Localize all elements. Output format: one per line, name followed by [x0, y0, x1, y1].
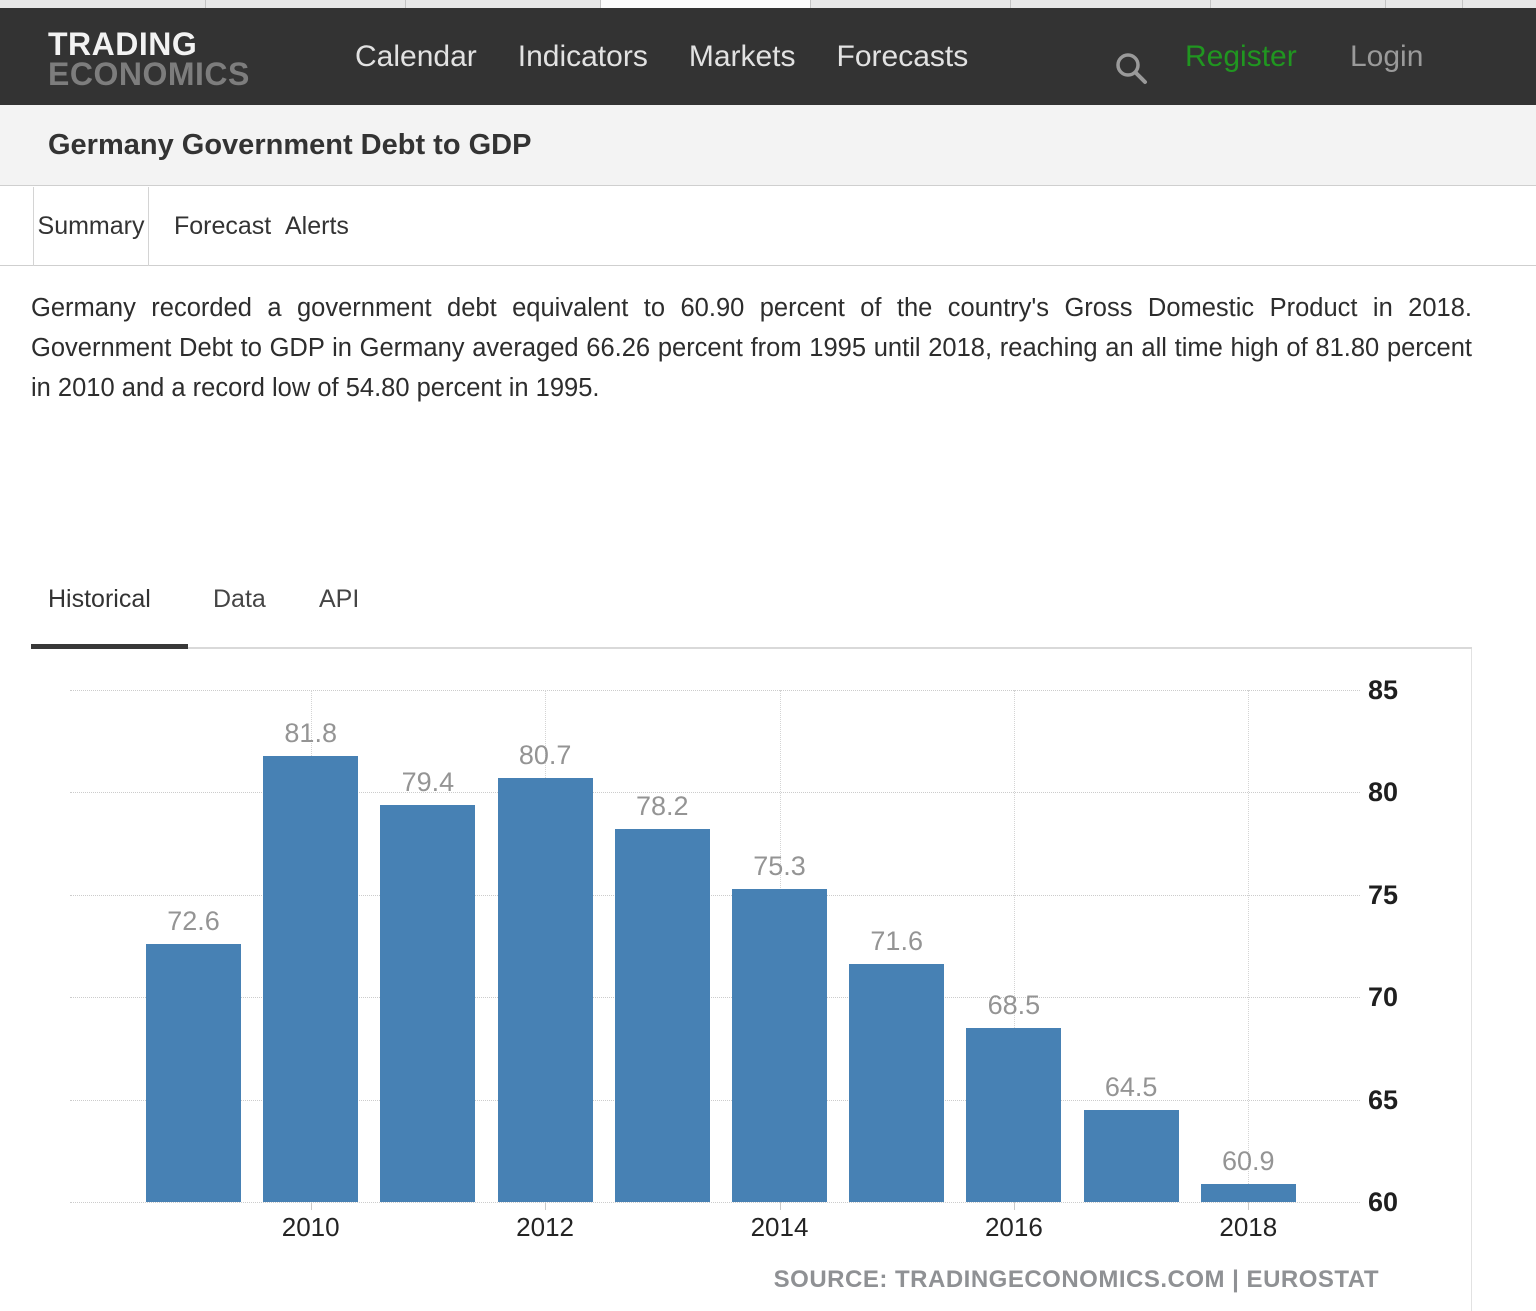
tab-historical[interactable]: Historical: [48, 585, 151, 613]
trading-economics-logo[interactable]: TRADING ECONOMICS: [48, 26, 250, 92]
page-title: Germany Government Debt to GDP: [48, 129, 532, 161]
bar-value-label: 75.3: [753, 850, 806, 881]
search-icon[interactable]: [1113, 50, 1149, 86]
x-axis-label: 2014: [750, 1212, 809, 1242]
y-axis-label: 60: [1368, 1187, 1399, 1217]
bar-value-label: 64.5: [1104, 1071, 1158, 1102]
y-gridline: [70, 894, 1360, 896]
y-axis-label: 70: [1368, 982, 1399, 1013]
x-axis-label: 2012: [516, 1212, 575, 1242]
logo-line-2: ECONOMICS: [48, 56, 250, 92]
x-axis-tick: [310, 1202, 312, 1210]
x-axis-label: 2018: [1219, 1212, 1278, 1242]
chart-bar-2016[interactable]: [966, 1027, 1062, 1202]
y-axis-label: 80: [1368, 777, 1399, 808]
login-link[interactable]: Login: [1350, 40, 1424, 73]
nav-item-indicators[interactable]: Indicators: [517, 39, 648, 73]
register-link[interactable]: Register: [1185, 40, 1297, 73]
x-axis-tick: [1248, 1202, 1250, 1210]
y-gridline: [70, 690, 1360, 691]
chart-bar-2015[interactable]: [849, 964, 945, 1202]
y-gridline: [70, 1099, 1360, 1101]
bar-value-label: 60.9: [1222, 1145, 1275, 1176]
nav-item-markets[interactable]: Markets: [688, 39, 796, 73]
chart-bar-2011[interactable]: [380, 804, 476, 1202]
tab-data[interactable]: Data: [213, 585, 266, 613]
y-gridline: [70, 1202, 1360, 1203]
browser-tab-strip: [0, 0, 1536, 8]
tab-divider-line: [33, 647, 1472, 649]
bar-value-label: 79.4: [401, 766, 455, 797]
top-navbar: TRADING ECONOMICS Calendar Indicators Ma…: [0, 8, 1536, 105]
indicator-description: Germany recorded a government debt equiv…: [31, 294, 1472, 402]
x-axis-tick: [545, 1202, 547, 1210]
tab-alerts[interactable]: Alerts: [285, 212, 349, 240]
y-gridline: [70, 997, 1360, 999]
bar-value-label: 71.6: [870, 926, 923, 957]
x-gridline: [1013, 690, 1015, 1202]
bar-value-label: 68.5: [987, 989, 1041, 1020]
chart-source-label: SOURCE: TRADINGECONOMICS.COM | EUROSTAT: [773, 1266, 1379, 1293]
active-tab-underline: [31, 644, 188, 650]
bar-value-label: 78.2: [636, 791, 689, 822]
page-tab-row: Summary Forecast Alerts: [0, 187, 1536, 266]
bar-value-label: 80.7: [518, 740, 572, 771]
tab-api[interactable]: API: [319, 585, 360, 613]
bar-value-label: 81.8: [284, 717, 337, 748]
y-axis-label: 65: [1368, 1084, 1399, 1115]
x-axis-tick: [779, 1202, 781, 1210]
chart-bar-2010[interactable]: [263, 755, 359, 1202]
x-axis-label: 2016: [984, 1212, 1043, 1242]
nav-item-forecasts[interactable]: Forecasts: [836, 39, 969, 73]
chart-bar-2012[interactable]: [497, 778, 593, 1202]
browser-active-tab-edge: [600, 0, 810, 8]
y-axis-label: 85: [1368, 675, 1399, 705]
chart-bar-2018[interactable]: [1200, 1183, 1296, 1202]
tab-forecast[interactable]: Forecast: [174, 212, 272, 240]
x-axis-tick: [1013, 1202, 1015, 1210]
chart-bar-2013[interactable]: [614, 829, 710, 1202]
nav-links: Calendar Indicators Markets Forecasts: [355, 8, 968, 105]
bar-value-label: 72.6: [167, 905, 220, 936]
nav-item-calendar[interactable]: Calendar: [355, 39, 477, 73]
x-gridline: [1248, 690, 1250, 1202]
chart-bar-2009[interactable]: [146, 943, 241, 1202]
chart-bar-2014[interactable]: [732, 888, 827, 1202]
debt-to-gdp-bar-chart: SOURCE: TRADINGECONOMICS.COM | EUROSTAT …: [0, 649, 1472, 1311]
y-gridline: [70, 792, 1360, 794]
logo-line-1: TRADING: [48, 26, 198, 62]
tab-summary[interactable]: Summary: [33, 187, 149, 266]
x-axis-label: 2010: [281, 1212, 340, 1242]
chart-bar-2017[interactable]: [1083, 1109, 1179, 1202]
title-band: Germany Government Debt to GDP: [0, 105, 1536, 186]
y-axis-label: 75: [1368, 879, 1399, 910]
